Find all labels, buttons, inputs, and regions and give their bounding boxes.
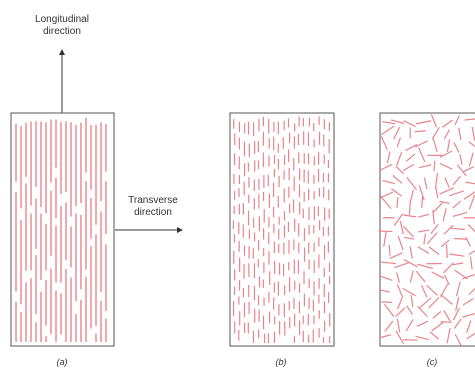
fiber (382, 302, 393, 303)
fiber (447, 244, 448, 258)
panel-a-continuous-aligned (11, 113, 114, 346)
panel-c-caption: (c) (412, 357, 452, 367)
panel-b-discontinuous-aligned (230, 113, 334, 346)
fiber (434, 161, 435, 171)
panel-b-frame (230, 113, 334, 346)
fiber (454, 239, 468, 240)
panel-c-random-orientation (379, 113, 475, 346)
transverse-direction-label: Transverse direction (113, 195, 193, 219)
panel-b-caption: (b) (261, 357, 301, 367)
fiber (441, 322, 452, 323)
longitudinal-direction-label: Longitudinal direction (22, 14, 102, 38)
fiber (389, 245, 390, 256)
panel-a-caption: (a) (42, 357, 82, 367)
